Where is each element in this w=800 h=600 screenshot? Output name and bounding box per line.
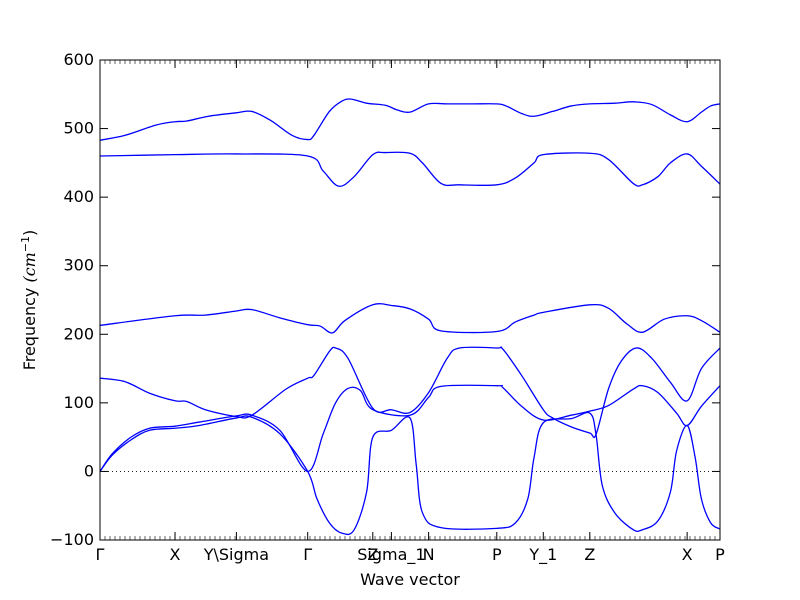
plot-frame [99,59,721,541]
y-axis-label-main: Frequency [20,288,39,371]
x-tick-label: Γ [96,545,105,564]
x-tick-label: P [492,545,502,564]
y-tick-label: 100 [63,393,94,412]
y-tick-label: −100 [50,530,94,549]
x-tick-label: Sigma_1 [357,545,425,565]
x-tick-label: Y\Sigma [203,545,269,564]
x-tick-label: Z [584,545,595,564]
x-tick-label: X [682,545,693,564]
y-axis-label-exponent: −1 [19,236,32,252]
x-axis-label: Wave vector [360,570,460,589]
y-axis-label: Frequency (cm−1) [19,230,39,371]
y-tick-label: 600 [63,50,94,69]
phonon-band-1 [100,98,720,141]
phonon-band-2 [100,151,720,187]
x-tick-label: Y_1 [528,545,557,565]
phonon-band-5 [100,384,720,473]
y-tick-label: 400 [63,187,94,206]
phonon-band-6 [100,411,720,536]
y-tick-label: 300 [63,256,94,275]
minor-ticks [99,60,721,540]
y-axis-ticks: −100 0 100 200 300 400 500 600 [50,50,720,549]
x-tick-label: Γ [303,545,312,564]
y-tick-label: 0 [84,461,94,480]
x-tick-label: N [423,545,435,564]
y-tick-label: 500 [63,119,94,138]
x-tick-label: X [170,545,181,564]
series-layer [100,98,720,536]
y-axis-label-unit: (cm [20,252,39,282]
x-tick-label: P [715,545,725,564]
y-tick-label: 200 [63,324,94,343]
y-axis-label-close: ) [20,230,39,236]
plot-area [100,98,720,536]
x-tick-label: Z [367,545,378,564]
phonon-band-3 [100,303,720,334]
